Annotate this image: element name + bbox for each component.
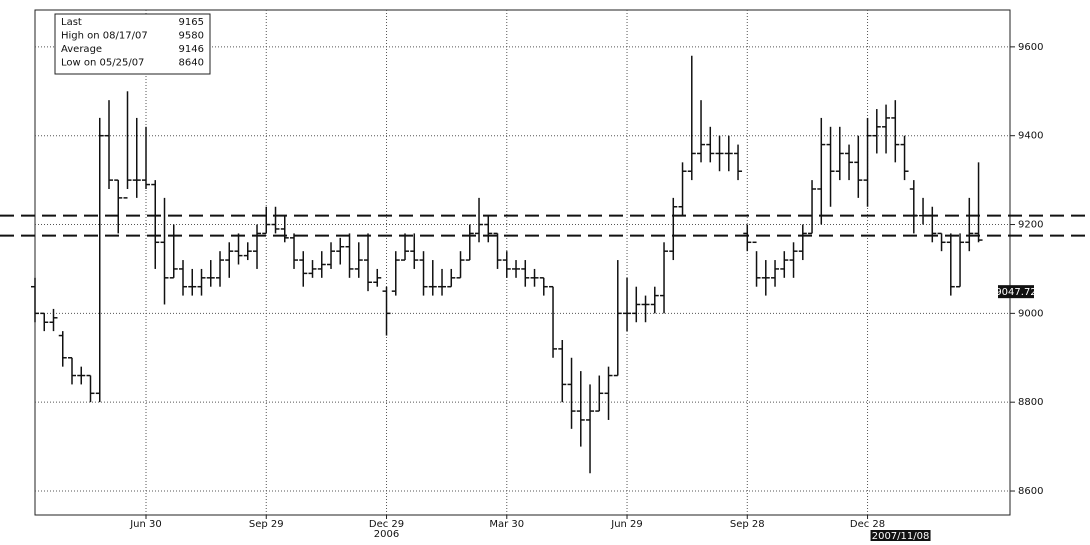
y-tick-label: 9200 [1018,220,1043,231]
x-tick-label: Sep 28 [730,519,765,530]
cursor-value: 9047.72 [995,287,1036,298]
legend-value: 9146 [179,44,204,55]
x-tick-label: Jun 30 [129,519,162,530]
x-tick-label: Sep 29 [249,519,284,530]
cursor-date: 2007/11/08 [872,531,930,541]
year-label: 2006 [374,529,399,540]
legend-value: 9580 [179,31,204,42]
legend-label: Low on 05/25/07 [61,58,144,69]
chart: 8600 8800 9000 9200 9400 9600 Jun 30 Sep 29 Dec … [0,0,1090,541]
legend-label: Average [61,44,102,55]
y-tick-label: 9400 [1018,131,1043,142]
y-tick-label: 9600 [1018,42,1043,53]
legend-label: Last [61,17,82,28]
x-tick-label: Dec 28 [850,519,885,530]
legend-value: 8640 [179,58,204,69]
legend-value: 9165 [179,17,204,28]
legend-label: High on 08/17/07 [61,31,148,42]
y-tick-label: 8600 [1018,486,1043,497]
x-tick-label: Mar 30 [489,519,524,530]
y-tick-label: 9000 [1018,308,1043,319]
x-tick-label: Jun 29 [610,519,643,530]
y-tick-label: 8800 [1018,397,1043,408]
plot-frame [35,10,1010,515]
